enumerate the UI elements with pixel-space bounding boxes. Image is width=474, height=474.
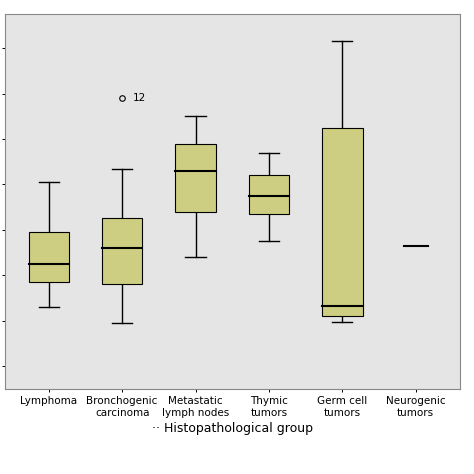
X-axis label: ·· Histopathological group: ·· Histopathological group (152, 422, 313, 435)
Bar (28, 232, 69, 282)
Bar (102, 219, 142, 284)
Bar (175, 144, 216, 212)
Bar (322, 128, 363, 316)
Bar (249, 175, 289, 214)
Text: 12: 12 (133, 93, 146, 103)
